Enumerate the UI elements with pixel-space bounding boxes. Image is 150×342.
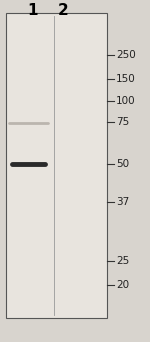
Text: 1: 1 xyxy=(28,2,38,17)
Text: 37: 37 xyxy=(116,197,129,208)
Text: 20: 20 xyxy=(116,280,129,290)
Text: 250: 250 xyxy=(116,50,136,60)
Text: 25: 25 xyxy=(116,256,129,266)
Bar xyxy=(6,13,106,318)
Text: 50: 50 xyxy=(116,159,129,169)
Text: 100: 100 xyxy=(116,96,136,106)
Text: 75: 75 xyxy=(116,117,129,127)
Text: 150: 150 xyxy=(116,74,136,84)
Text: 2: 2 xyxy=(58,2,68,17)
